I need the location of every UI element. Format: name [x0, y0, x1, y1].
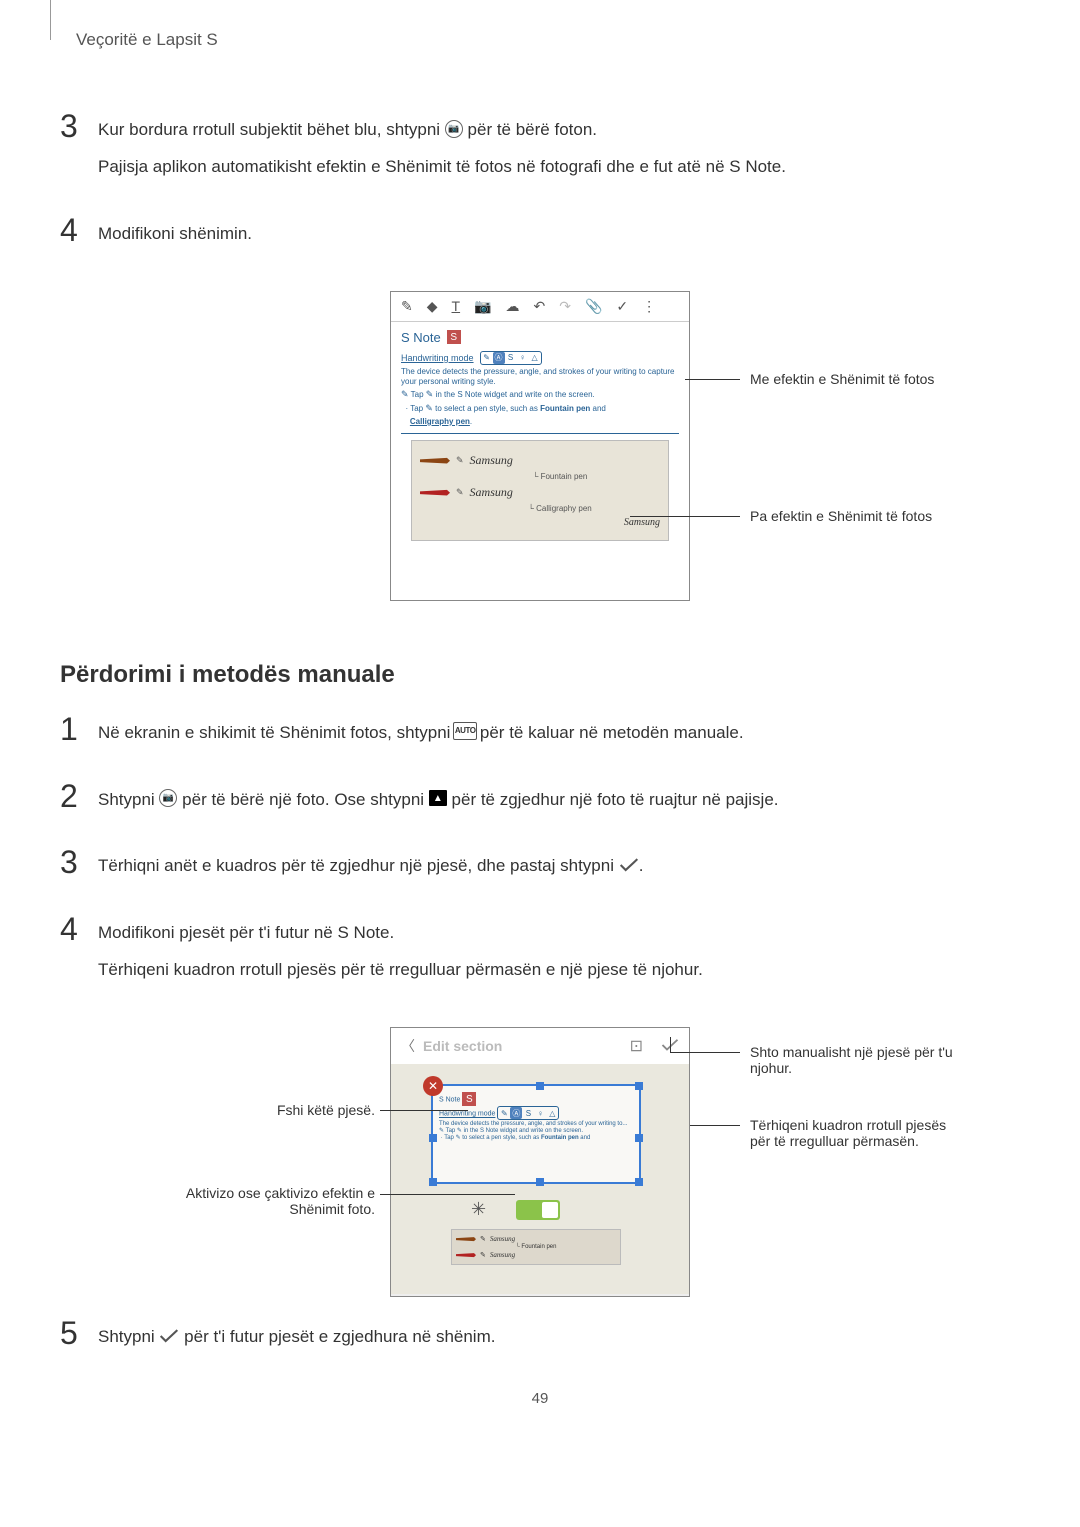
hw-label: Handwriting mode [401, 353, 474, 363]
callout-label: Aktivizo ose çaktivizo efektin eShënimit… [140, 1185, 375, 1217]
sample-script: Samsung [470, 485, 513, 500]
redo-icon: ↷ [559, 298, 571, 315]
sample-script: Samsung [624, 517, 660, 528]
pen-icon: ✎ [401, 298, 413, 315]
side-rule [50, 0, 51, 40]
callout-label: Me efektin e Shënimit të fotos [750, 371, 934, 387]
text-icon: T [452, 298, 461, 314]
step-text: Modifikoni pjesët për t'i futur në S Not… [98, 919, 1020, 948]
attach-icon: 📎 [585, 298, 602, 315]
more-icon: ⋮ [642, 298, 656, 315]
step-text: Modifikoni shënimin. [98, 220, 1020, 249]
figure-1: ✎ ◆ T 📷 ☁ ↶ ↷ 📎 ✓ ⋮ S Note S Handwriting… [60, 281, 1020, 621]
auto-icon: AUTO [455, 721, 475, 741]
check-icon: ✓ [616, 298, 628, 315]
hw-badges: ✎ⒶS♀△ [480, 351, 542, 365]
toggle-switch [516, 1200, 560, 1220]
step-text: Në ekranin e shikimit të Shënimit fotos,… [98, 719, 1020, 748]
check-icon [159, 1326, 179, 1346]
callout-line [690, 1125, 740, 1126]
callout-line [670, 1052, 740, 1053]
diamond-icon: ◆ [427, 298, 438, 315]
callout-line [380, 1110, 468, 1111]
delete-icon: ✕ [423, 1076, 443, 1096]
undo-icon: ↶ [534, 298, 546, 315]
callout-label: Fshi këtë pjesë. [215, 1102, 375, 1118]
step-b1: 1 Në ekranin e shikimit të Shënimit foto… [60, 713, 1020, 756]
toggle-row: ✳ [471, 1199, 560, 1220]
step-text: Kur bordura rrotull subjektit bëhet blu,… [98, 116, 1020, 145]
callout-line [685, 379, 740, 380]
step-number: 3 [60, 110, 98, 142]
step-text: Tërhiqeni kuadron rrotull pjesës për të … [98, 956, 1020, 985]
step-number: 2 [60, 780, 98, 812]
step-text: Shtypni 📷 për të bërë një foto. Ose shty… [98, 786, 1020, 815]
cloud-icon: ☁ [506, 298, 520, 315]
section-title: Përdorimi i metodës manuale [60, 661, 1020, 689]
mock-desc: Calligraphy pen. [391, 417, 689, 429]
camera-icon: 📷 [159, 789, 177, 807]
mock-toolbar: ✎ ◆ T 📷 ☁ ↶ ↷ 📎 ✓ ⋮ [391, 292, 689, 321]
step-text: Pajisja aplikon automatikisht efektin e … [98, 153, 1020, 182]
step-text: Tërhiqni anët e kuadros për të zgjedhur … [98, 852, 1020, 881]
step-number: 5 [60, 1317, 98, 1349]
callout-label: Shto manualisht një pjesë për t'unjohur. [750, 1044, 953, 1076]
mock-desc: ✎ Tap ✎ in the S Note widget and write o… [391, 389, 689, 403]
back-icon: 〈 [401, 1036, 415, 1056]
figure-2: 〈 Edit section ⊡ ✕ S Note S Handwriti [60, 1017, 1020, 1317]
step-number: 4 [60, 913, 98, 945]
step-b3: 3 Tërhiqni anët e kuadros për të zgjedhu… [60, 846, 1020, 889]
step-3: 3 Kur bordura rrotull subjektit bëhet bl… [60, 110, 1020, 190]
crop-icon: ⊡ [630, 1036, 643, 1056]
step-number: 4 [60, 214, 98, 246]
step-4: 4 Modifikoni shënimin. [60, 214, 1020, 257]
topbar-title: Edit section [423, 1038, 502, 1054]
s-icon: S [447, 330, 461, 344]
camera-icon: 📷 [445, 120, 463, 138]
page-header: Veçoritë e Lapsit S [60, 30, 1020, 50]
page-number: 49 [60, 1390, 1020, 1407]
mock-desc: The device detects the pressure, angle, … [391, 367, 689, 390]
step-b2: 2 Shtypni 📷 për të bërë një foto. Ose sh… [60, 780, 1020, 823]
callout-line [630, 516, 740, 517]
step-number: 1 [60, 713, 98, 745]
callout-line [380, 1194, 515, 1195]
step-b5: 5 Shtypni për t'i futur pjesët e zgjedhu… [60, 1317, 1020, 1360]
callout-label: Pa efektin e Shënimit të fotos [750, 508, 932, 524]
selection-box: ✕ S Note S Handwriting mode ✎ⒶS♀△ The de… [431, 1084, 641, 1184]
hw-panel-2: ✎ Samsung └ Fountain pen ✎ Samsung [451, 1229, 621, 1265]
callout-label: Tërhiqeni kuadron rrotull pjesëspër të r… [750, 1117, 946, 1149]
hw-row: Handwriting mode ✎ⒶS♀△ [391, 349, 689, 367]
sample-script: Samsung [470, 453, 513, 468]
callout-line [670, 1037, 671, 1052]
sparkle-icon: ✳ [471, 1199, 486, 1220]
step-b4: 4 Modifikoni pjesët për t'i futur në S N… [60, 913, 1020, 993]
camera-small-icon: 📷 [474, 298, 491, 315]
snote-label: S Note S [391, 322, 689, 349]
mock-snote: ✎ ◆ T 📷 ☁ ↶ ↷ 📎 ✓ ⋮ S Note S Handwriting… [390, 291, 690, 601]
gallery-icon: ▲ [429, 790, 447, 806]
mock-canvas: ✕ S Note S Handwriting mode ✎ⒶS♀△ The de… [391, 1064, 689, 1294]
hw-panel: ✎ Samsung └ Fountain pen ✎ Samsung └ Cal… [411, 440, 669, 541]
step-number: 3 [60, 846, 98, 878]
mock-edit: 〈 Edit section ⊡ ✕ S Note S Handwriti [390, 1027, 690, 1297]
mock-desc: · Tap ✎ to select a pen style, such as F… [391, 403, 689, 417]
snote-text: S Note [401, 330, 441, 345]
mock-topbar: 〈 Edit section ⊡ [391, 1028, 689, 1064]
sel-inner: S Note S Handwriting mode ✎ⒶS♀△ The devi… [433, 1086, 639, 1147]
step-text: Shtypni për t'i futur pjesët e zgjedhura… [98, 1323, 1020, 1352]
check-icon [619, 855, 639, 875]
